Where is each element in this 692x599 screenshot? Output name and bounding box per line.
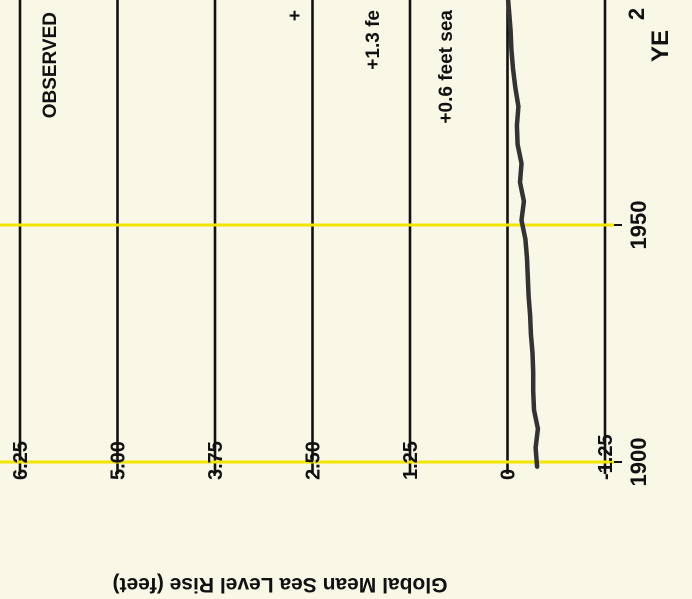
y-axis-label: Global Mean Sea Level Rise (feet) [113,573,448,596]
x-tick-label-1: 1950 [626,201,651,250]
x-tick-label-0: 1900 [626,438,651,487]
series-line-0 [505,0,541,469]
y-tick-label-6: -1.25 [595,434,617,480]
annotation-observed: OBSERVED [40,12,61,118]
x-tick-label-2: 2 [624,8,649,20]
annotation-plus-1-3: +1.3 fe [363,10,384,70]
y-tick-label-1: 5.00 [108,441,130,480]
annotation-plus-cut: + [285,10,306,21]
series-layer [505,0,541,469]
y-tick-label-0: 6.25 [10,441,32,480]
year-lines [0,223,622,464]
y-tick-labels: 6.25 5.00 3.75 2.50 1.25 0 -1.25 [10,434,617,480]
y-tick-label-2: 3.75 [205,441,227,480]
y-tick-label-4: 1.25 [400,441,422,480]
y-tick-label-5: 0 [498,469,520,480]
annotation-plus-0-6: +0.6 feet sea [436,10,457,124]
x-axis-label-partial: YE [647,30,674,62]
y-tick-label-3: 2.50 [303,441,325,480]
grid-lines [18,0,607,474]
x-tick-labels: 1900 1950 2 [624,8,651,487]
